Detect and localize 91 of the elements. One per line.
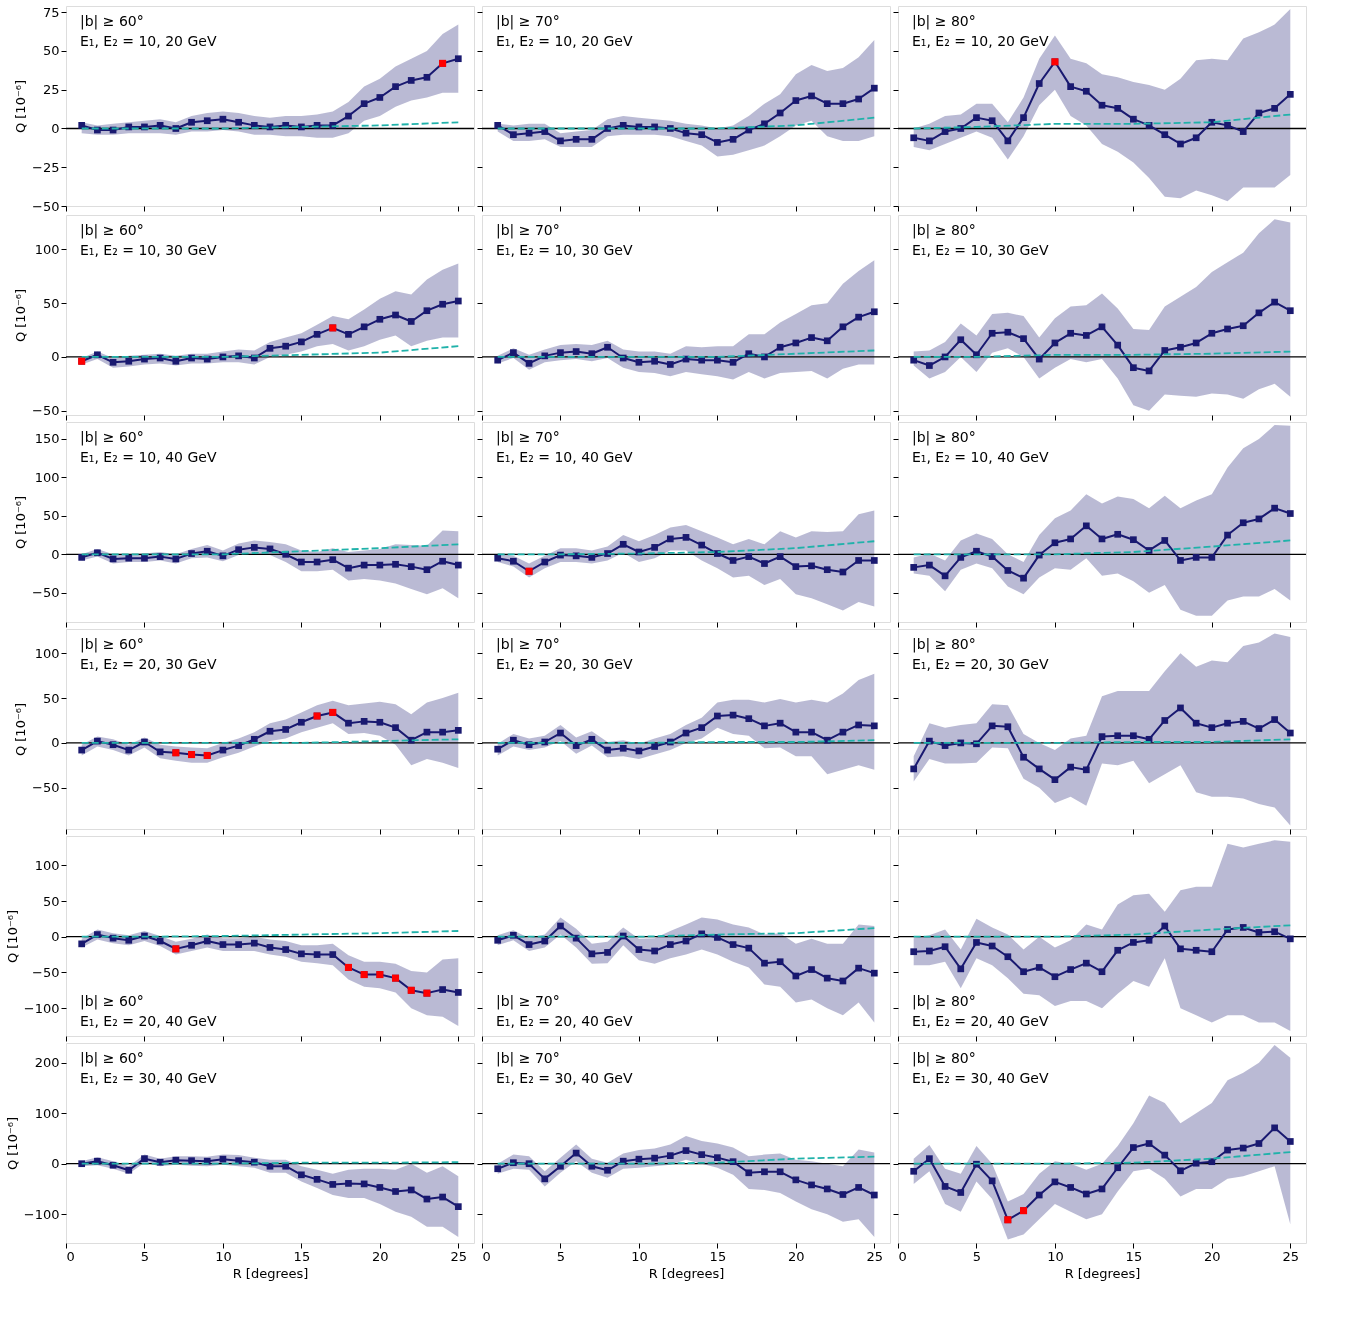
x-tick-label: 25 bbox=[866, 1248, 884, 1264]
annotation: |b| ≥ 80° bbox=[912, 222, 976, 239]
y-tick-label: 100 bbox=[34, 857, 60, 873]
x-tick-label: 5 bbox=[140, 1248, 150, 1264]
annotation: E₁, E₂ = 10, 40 GeV bbox=[80, 449, 217, 465]
y-tick-label: 100 bbox=[34, 469, 60, 485]
x-axis-title: R [degrees] bbox=[1064, 1265, 1141, 1281]
y-axis-title: Q [10⁻⁶] bbox=[13, 288, 29, 343]
annotation: |b| ≥ 80° bbox=[912, 993, 976, 1010]
annotation: |b| ≥ 70° bbox=[496, 13, 560, 30]
x-tick-label: 25 bbox=[1282, 1248, 1300, 1264]
annotation: E₁, E₂ = 10, 40 GeV bbox=[912, 449, 1049, 465]
annotation: |b| ≥ 70° bbox=[496, 222, 560, 239]
y-axis-title: Q [10⁻⁶] bbox=[13, 495, 29, 550]
annotation: |b| ≥ 60° bbox=[80, 993, 144, 1010]
annotation: |b| ≥ 60° bbox=[80, 13, 144, 30]
y-tick-label: 50 bbox=[42, 893, 60, 909]
annotation: E₁, E₂ = 10, 30 GeV bbox=[912, 242, 1049, 258]
y-tick-label: −50 bbox=[32, 198, 60, 214]
x-tick-label: 5 bbox=[556, 1248, 566, 1264]
annotation: E₁, E₂ = 10, 20 GeV bbox=[496, 33, 633, 49]
x-tick-label: 15 bbox=[709, 1248, 727, 1264]
annotation: |b| ≥ 70° bbox=[496, 636, 560, 653]
x-tick-label: 20 bbox=[788, 1248, 805, 1264]
y-tick-label: −100 bbox=[23, 1000, 60, 1016]
x-axis-title: R [degrees] bbox=[232, 1265, 309, 1281]
y-tick-label: 0 bbox=[51, 929, 60, 945]
y-tick-label: 150 bbox=[34, 431, 60, 447]
y-tick-label: −50 bbox=[32, 585, 60, 601]
x-tick-label: 0 bbox=[898, 1248, 907, 1264]
y-tick-label: 200 bbox=[34, 1055, 60, 1071]
x-tick-label: 5 bbox=[972, 1248, 982, 1264]
x-tick-label: 20 bbox=[1204, 1248, 1221, 1264]
annotation: E₁, E₂ = 20, 40 GeV bbox=[912, 1013, 1049, 1029]
annotation: E₁, E₂ = 20, 40 GeV bbox=[496, 1013, 633, 1029]
annotation: E₁, E₂ = 10, 40 GeV bbox=[496, 449, 633, 465]
x-tick-label: 10 bbox=[1047, 1248, 1064, 1264]
y-tick-label: −100 bbox=[23, 1206, 60, 1222]
x-tick-label: 0 bbox=[482, 1248, 491, 1264]
y-tick-label: 0 bbox=[51, 349, 60, 365]
y-axis-title: Q [10⁻⁶] bbox=[4, 1116, 20, 1171]
annotation: |b| ≥ 60° bbox=[80, 429, 144, 446]
y-axis-title: Q [10⁻⁶] bbox=[13, 79, 29, 134]
y-tick-label: 50 bbox=[42, 43, 60, 59]
y-tick-label: 50 bbox=[42, 690, 60, 706]
annotation: |b| ≥ 80° bbox=[912, 636, 976, 653]
annotation: |b| ≥ 70° bbox=[496, 1050, 560, 1067]
y-tick-label: 100 bbox=[34, 645, 60, 661]
y-tick-label: 50 bbox=[42, 508, 60, 524]
annotation: |b| ≥ 60° bbox=[80, 636, 144, 653]
x-tick-label: 20 bbox=[372, 1248, 389, 1264]
annotation: |b| ≥ 80° bbox=[912, 13, 976, 30]
x-tick-label: 15 bbox=[293, 1248, 311, 1264]
y-tick-label: 0 bbox=[51, 546, 60, 562]
x-tick-label: 15 bbox=[1125, 1248, 1143, 1264]
x-tick-label: 10 bbox=[631, 1248, 648, 1264]
x-axis-title: R [degrees] bbox=[648, 1265, 725, 1281]
annotation: |b| ≥ 70° bbox=[496, 993, 560, 1010]
y-tick-label: −25 bbox=[32, 159, 60, 175]
y-axis-title: Q [10⁻⁶] bbox=[13, 702, 29, 757]
y-tick-label: −50 bbox=[32, 964, 60, 980]
y-tick-label: 0 bbox=[51, 1156, 60, 1172]
annotation: E₁, E₂ = 30, 40 GeV bbox=[912, 1070, 1049, 1086]
annotation: |b| ≥ 80° bbox=[912, 429, 976, 446]
annotation: E₁, E₂ = 10, 30 GeV bbox=[496, 242, 633, 258]
annotation: E₁, E₂ = 10, 20 GeV bbox=[80, 33, 217, 49]
x-tick-label: 10 bbox=[215, 1248, 232, 1264]
annotation: E₁, E₂ = 10, 20 GeV bbox=[912, 33, 1049, 49]
annotation: |b| ≥ 70° bbox=[496, 429, 560, 446]
y-tick-label: −50 bbox=[32, 403, 60, 419]
annotation: |b| ≥ 60° bbox=[80, 1050, 144, 1067]
y-tick-label: 25 bbox=[42, 82, 60, 98]
y-tick-label: −50 bbox=[32, 780, 60, 796]
annotation: E₁, E₂ = 20, 30 GeV bbox=[496, 656, 633, 672]
annotation: E₁, E₂ = 30, 40 GeV bbox=[496, 1070, 633, 1086]
x-tick-label: 0 bbox=[66, 1248, 75, 1264]
y-tick-label: 100 bbox=[34, 1105, 60, 1121]
annotation: E₁, E₂ = 30, 40 GeV bbox=[80, 1070, 217, 1086]
y-tick-label: 100 bbox=[34, 241, 60, 257]
y-axis-title: Q [10⁻⁶] bbox=[4, 909, 20, 964]
annotation: |b| ≥ 60° bbox=[80, 222, 144, 239]
annotation: E₁, E₂ = 20, 30 GeV bbox=[80, 656, 217, 672]
annotation: E₁, E₂ = 20, 30 GeV bbox=[912, 656, 1049, 672]
y-tick-label: 0 bbox=[51, 120, 60, 136]
annotation: |b| ≥ 80° bbox=[912, 1050, 976, 1067]
y-tick-label: 50 bbox=[42, 295, 60, 311]
x-tick-label: 25 bbox=[450, 1248, 468, 1264]
annotation: E₁, E₂ = 20, 40 GeV bbox=[80, 1013, 217, 1029]
y-tick-label: 75 bbox=[42, 4, 60, 20]
y-tick-label: 0 bbox=[51, 735, 60, 751]
annotation: E₁, E₂ = 10, 30 GeV bbox=[80, 242, 217, 258]
